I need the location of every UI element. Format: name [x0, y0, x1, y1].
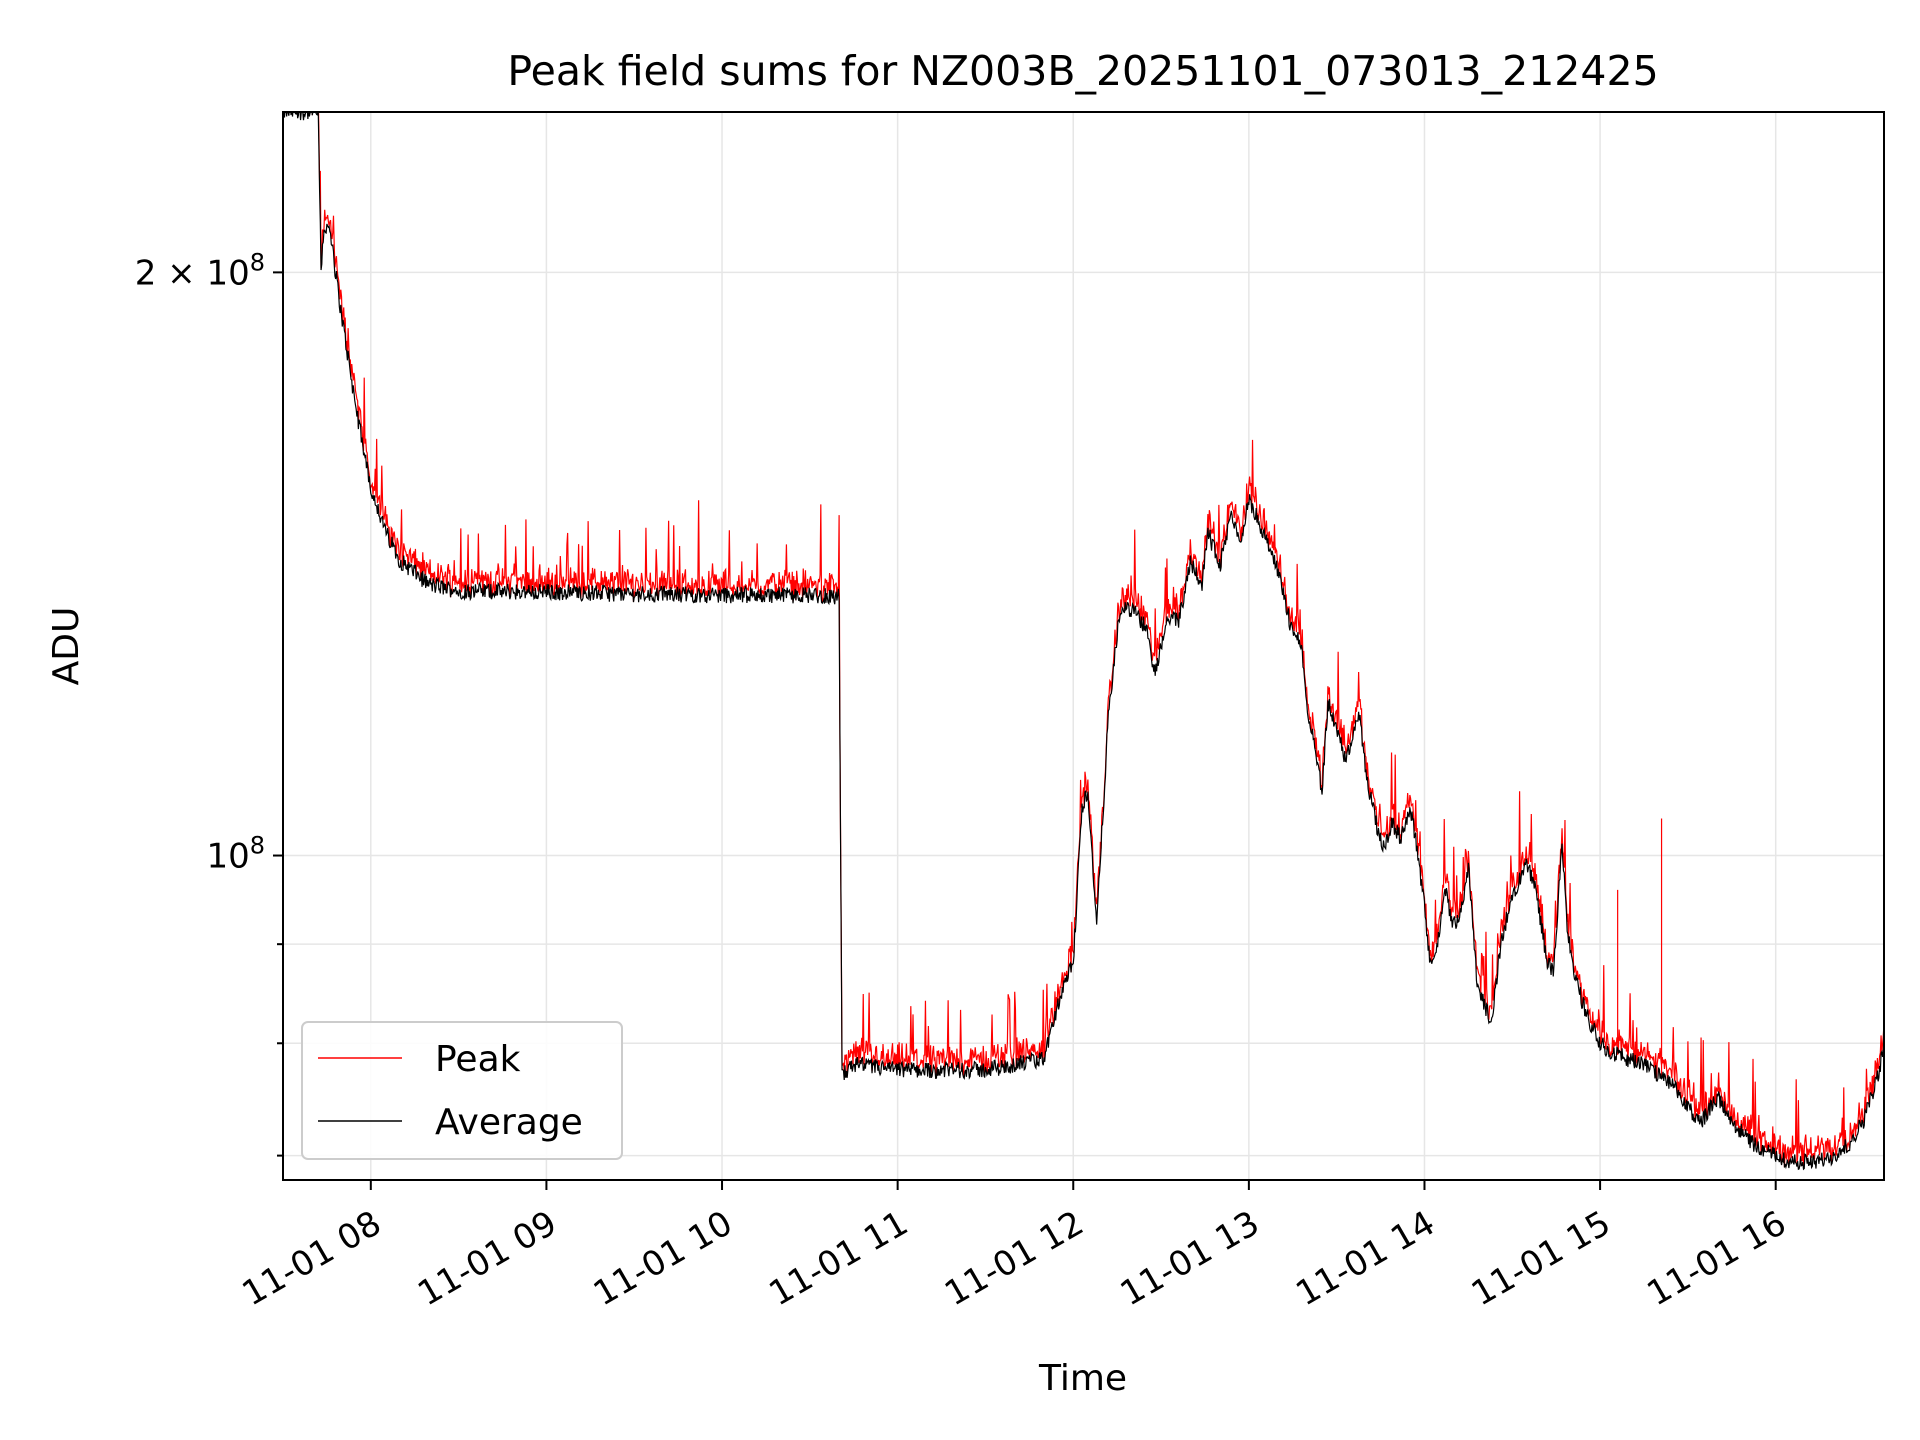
series-line-average	[283, 112, 1884, 1171]
plot-frame	[282, 111, 1885, 1181]
x-tick-label: 11-01 16	[1641, 1203, 1793, 1314]
series-layer	[283, 112, 1884, 1171]
x-tick-label: 11-01 12	[938, 1203, 1090, 1314]
y-tick-label: 2 × 108	[135, 248, 265, 293]
x-tick-label: 11-01 11	[762, 1203, 914, 1314]
chart-title: Peak field sums for NZ003B_20251101_0730…	[507, 47, 1658, 95]
legend-box	[301, 1021, 623, 1160]
legend: Peak Average	[301, 1021, 623, 1160]
x-tick-label: 11-01 09	[411, 1203, 563, 1314]
legend-label-average: Average	[435, 1102, 583, 1143]
x-axis-label: Time	[1038, 1358, 1127, 1399]
x-tick-label: 11-01 14	[1289, 1203, 1441, 1314]
legend-label-peak: Peak	[435, 1039, 521, 1080]
grid	[283, 112, 1884, 1180]
x-tick-label: 11-01 08	[236, 1203, 388, 1314]
y-axis-label: ADU	[46, 607, 87, 686]
x-tick-label: 11-01 10	[587, 1203, 739, 1314]
x-tick-label: 11-01 13	[1114, 1203, 1266, 1314]
x-tick-label: 11-01 15	[1465, 1203, 1617, 1314]
series-line-peak	[286, 112, 1884, 1168]
y-tick-label: 108	[206, 832, 265, 877]
